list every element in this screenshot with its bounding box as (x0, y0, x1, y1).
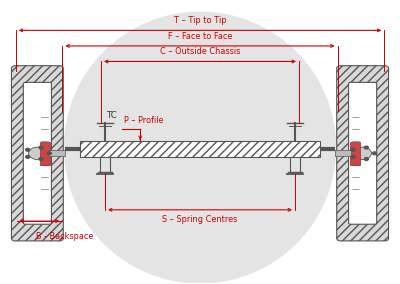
Circle shape (351, 155, 355, 158)
Circle shape (26, 148, 30, 151)
FancyBboxPatch shape (348, 82, 377, 224)
Circle shape (47, 152, 51, 155)
Bar (80, 141, 320, 157)
Circle shape (364, 146, 368, 149)
Bar (50, 150, 65, 156)
Text: TC: TC (107, 111, 118, 120)
Bar (335, 150, 350, 156)
Text: P – Profile: P – Profile (124, 116, 164, 125)
Bar (40, 142, 50, 165)
Circle shape (351, 148, 355, 151)
Text: B - Backspace: B - Backspace (36, 232, 93, 241)
Ellipse shape (64, 12, 336, 283)
Text: C – Outside Chassis: C – Outside Chassis (160, 47, 240, 56)
Text: S – Spring Centres: S – Spring Centres (162, 215, 238, 224)
Text: F – Face to Face: F – Face to Face (168, 32, 232, 41)
Circle shape (364, 158, 368, 160)
Circle shape (372, 152, 376, 155)
Circle shape (354, 147, 372, 160)
Circle shape (39, 146, 43, 149)
Circle shape (26, 155, 30, 158)
FancyBboxPatch shape (12, 66, 63, 241)
Circle shape (39, 158, 43, 160)
FancyBboxPatch shape (23, 82, 52, 224)
Circle shape (28, 147, 46, 160)
Bar (350, 142, 360, 165)
FancyBboxPatch shape (337, 66, 388, 241)
Text: T – Tip to Tip: T – Tip to Tip (174, 16, 226, 25)
